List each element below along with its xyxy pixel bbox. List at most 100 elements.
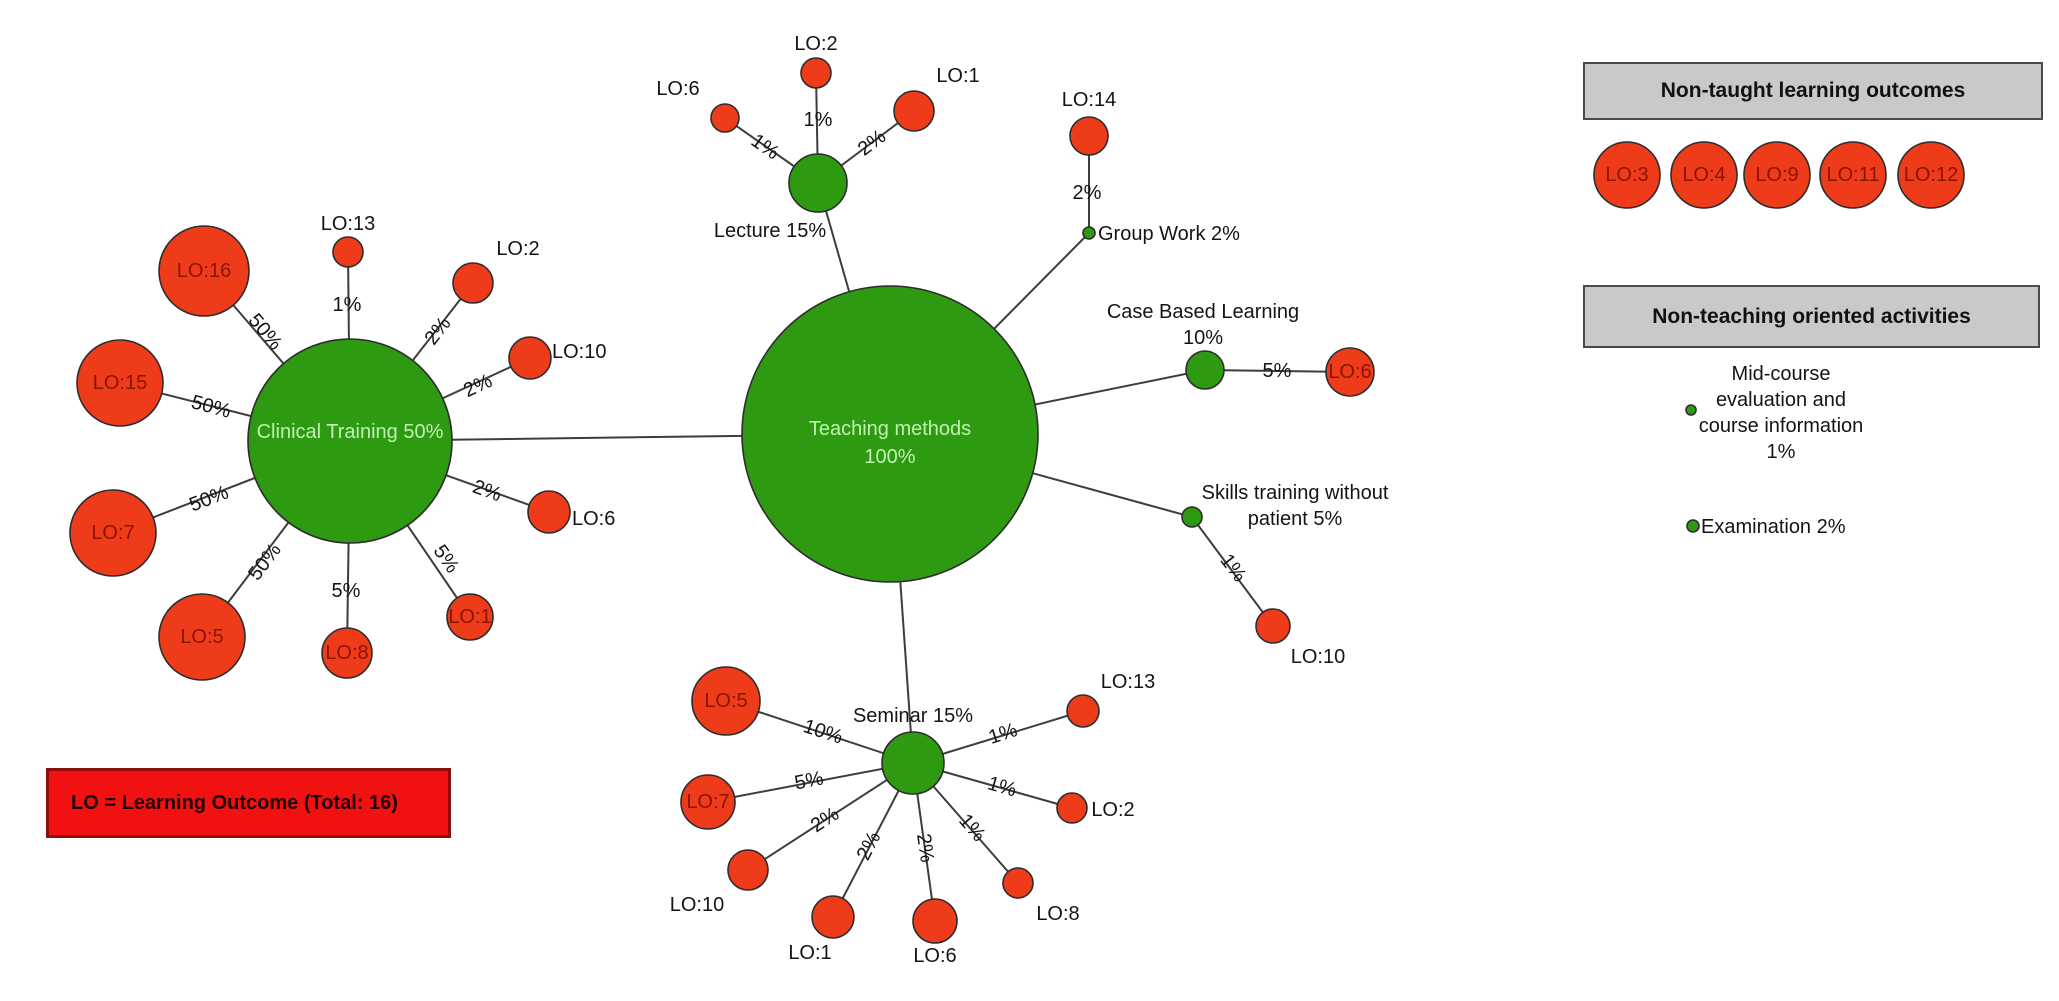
- node-circle-lo12g: [1897, 141, 1965, 209]
- edge-label-clinical-lo13c: 1%: [333, 294, 362, 316]
- node-circle-skills: [1181, 506, 1203, 528]
- edge-label-clinical-lo8c: 5%: [332, 580, 361, 602]
- node-circle-examdot: [1686, 519, 1700, 533]
- node-circle-lo6m: [912, 898, 958, 944]
- node-label-lo7c-0: LO:7: [91, 522, 134, 544]
- node-circle-cbl: [1185, 350, 1225, 390]
- node-label-clinical-0: Clinical Training 50%: [257, 421, 444, 443]
- node-label-lo10c-0: LO:10: [552, 341, 606, 363]
- edge-label-lecture-lo1l: 2%: [854, 125, 890, 160]
- edge-label-seminar-lo13m: 1%: [986, 719, 1020, 749]
- node-label-evaldot-3: 1%: [1767, 441, 1796, 463]
- edge-label-seminar-lo6m: 2%: [912, 832, 938, 864]
- edge-label-lecture-lo2l: 1%: [804, 109, 833, 131]
- edge-label-seminar-lo1m: 2%: [853, 828, 886, 864]
- node-label-lo11g-0: LO:11: [1827, 164, 1880, 186]
- edge-label-lecture-lo6l: 1%: [747, 130, 783, 165]
- note-box-text: LO = Learning Outcome (Total: 16): [71, 791, 398, 814]
- edge-label-clinical-lo7c: 50%: [186, 481, 231, 516]
- node-label-evaldot-1: evaluation and: [1716, 389, 1846, 411]
- node-circle-lo10m: [727, 849, 769, 891]
- node-circle-lo5c: [158, 593, 246, 681]
- node-circle-lo10s: [1255, 608, 1291, 644]
- node-circle-lo14: [1069, 116, 1109, 156]
- node-label-lo8c-0: LO:8: [325, 642, 368, 664]
- node-label-skills-1: patient 5%: [1248, 508, 1343, 530]
- node-circle-lo7c: [69, 489, 157, 577]
- node-label-lo6l-0: LO:6: [656, 78, 699, 100]
- node-label-examdot-0: Examination 2%: [1701, 516, 1846, 538]
- node-label-lo2l-0: LO:2: [794, 33, 837, 55]
- node-circle-lo8m: [1002, 867, 1034, 899]
- node-circle-lo1m: [811, 895, 855, 939]
- edge-label-clinical-lo5c: 50%: [244, 539, 286, 584]
- node-circle-lo16c: [158, 225, 250, 317]
- edge-skills-lo10s: [1191, 516, 1274, 627]
- node-label-lo9g-0: LO:9: [1755, 164, 1798, 186]
- node-circle-lo1c: [446, 593, 494, 641]
- legend-header-non-teaching-activities: Non-teaching oriented activities: [1583, 285, 2040, 348]
- node-label-lo13m-0: LO:13: [1101, 671, 1155, 693]
- node-label-lo1m-0: LO:1: [788, 942, 831, 964]
- node-circle-lo15c: [76, 339, 164, 427]
- node-label-lo5c-0: LO:5: [180, 626, 223, 648]
- note-box-lo-definition: LO = Learning Outcome (Total: 16): [46, 768, 451, 838]
- edge-label-clinical-lo6c: 2%: [470, 476, 505, 507]
- node-label-lo10m-0: LO:10: [670, 894, 724, 916]
- node-label-lo1c-0: LO:1: [448, 606, 491, 628]
- node-circle-lo11g: [1819, 141, 1887, 209]
- node-label-evaldot-0: Mid-course: [1732, 363, 1831, 385]
- node-circle-lecture: [788, 153, 848, 213]
- node-label-lo10s-0: LO:10: [1291, 646, 1345, 668]
- node-label-lo6m-0: LO:6: [913, 945, 956, 967]
- node-circle-lo3g: [1593, 141, 1661, 209]
- node-circle-lo10c: [508, 336, 552, 380]
- node-label-lo3g-0: LO:3: [1605, 164, 1648, 186]
- node-circle-lo1l: [893, 90, 935, 132]
- node-label-lo13c-0: LO:13: [321, 213, 375, 235]
- node-label-lo6c-0: LO:6: [572, 508, 615, 530]
- node-label-groupwork-0: Group Work 2%: [1098, 223, 1240, 245]
- node-circle-lo2l: [800, 57, 832, 89]
- node-label-lo14-0: LO:14: [1062, 89, 1116, 111]
- node-label-cbl-1: 10%: [1183, 327, 1223, 349]
- edge-label-seminar-lo5s: 10%: [801, 715, 846, 748]
- node-label-seminar-0: Seminar 15%: [853, 705, 973, 727]
- edge-label-seminar-lo7s: 5%: [793, 767, 826, 794]
- edge-label-clinical-lo15c: 50%: [189, 391, 234, 423]
- node-circle-teaching: [741, 285, 1039, 583]
- node-label-teaching-0: Teaching methods: [809, 418, 971, 440]
- edge-label-groupwork-lo14: 2%: [1073, 182, 1102, 204]
- node-circle-lo6l: [710, 103, 740, 133]
- node-label-cbl-0: Case Based Learning: [1107, 301, 1299, 323]
- node-label-lo5s-0: LO:5: [704, 690, 747, 712]
- edge-label-clinical-lo16c: 50%: [244, 310, 287, 355]
- node-circle-lo6c: [527, 490, 571, 534]
- node-circle-lo6cb: [1325, 347, 1375, 397]
- node-circle-lo4g: [1670, 141, 1738, 209]
- node-circle-lo9g: [1743, 141, 1811, 209]
- node-label-lo6cb-0: LO:6: [1328, 361, 1371, 383]
- edge-seminar-lo10m: [747, 762, 914, 871]
- node-label-lo16c-0: LO:16: [177, 260, 231, 282]
- node-label-lo2m-0: LO:2: [1091, 799, 1134, 821]
- node-label-lo1l-0: LO:1: [936, 65, 979, 87]
- node-circle-groupwork: [1082, 226, 1096, 240]
- node-label-lo12g-0: LO:12: [1904, 164, 1958, 186]
- node-label-lo8m-0: LO:8: [1036, 903, 1079, 925]
- node-circle-seminar: [881, 731, 945, 795]
- node-circle-clinical: [247, 338, 453, 544]
- node-circle-lo13m: [1066, 694, 1100, 728]
- node-circle-evaldot: [1685, 404, 1697, 416]
- node-label-lo2c-0: LO:2: [496, 238, 539, 260]
- node-circle-lo2m: [1056, 792, 1088, 824]
- edge-label-clinical-lo10c: 2%: [460, 370, 496, 402]
- node-label-lo7s-0: LO:7: [686, 791, 729, 813]
- node-circle-lo5s: [691, 666, 761, 736]
- edge-seminar-lo7s: [707, 762, 914, 803]
- node-label-lo4g-0: LO:4: [1682, 164, 1725, 186]
- node-circle-lo13c: [332, 236, 364, 268]
- edge-label-seminar-lo2m: 1%: [985, 772, 1019, 801]
